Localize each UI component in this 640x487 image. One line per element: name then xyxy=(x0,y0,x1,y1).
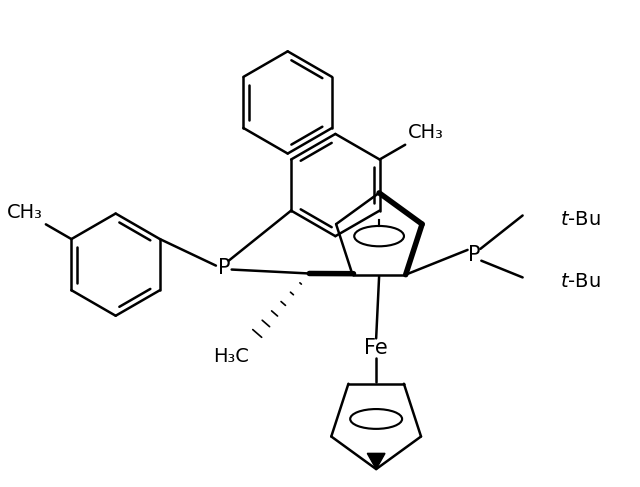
Text: H₃C: H₃C xyxy=(214,347,250,366)
Text: Fe: Fe xyxy=(364,338,388,358)
Text: CH₃: CH₃ xyxy=(408,123,444,142)
Text: $t$-Bu: $t$-Bu xyxy=(560,272,600,291)
Text: CH₃: CH₃ xyxy=(7,204,43,223)
Text: P: P xyxy=(468,245,481,265)
Text: $t$-Bu: $t$-Bu xyxy=(560,210,600,229)
Text: P: P xyxy=(218,258,230,278)
Polygon shape xyxy=(367,453,385,469)
